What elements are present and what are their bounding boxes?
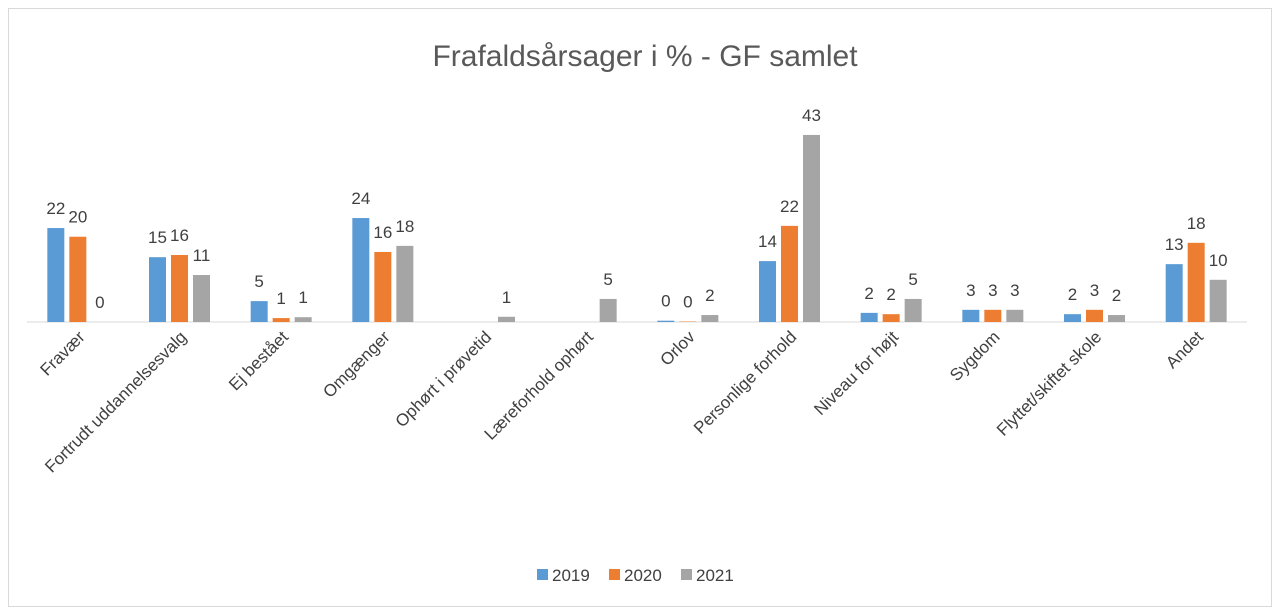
bar [149,257,166,322]
data-label: 2 [864,284,873,303]
bar [599,298,617,322]
data-label: 43 [802,106,821,125]
bar [69,236,87,322]
data-label: 10 [1209,251,1228,270]
data-label: 3 [966,281,975,300]
bar [657,320,675,322]
bar [701,315,719,322]
data-label: 0 [661,292,670,311]
bar [803,134,820,322]
data-label: 3 [1090,281,1099,300]
bar [374,251,392,322]
data-label: 14 [758,232,777,251]
data-label: 20 [68,208,87,227]
bar [984,309,1002,322]
legend-swatch [537,569,548,580]
bar [904,298,922,322]
bar [882,314,900,322]
bar [759,261,776,322]
data-label: 24 [351,189,370,208]
bar [294,317,312,322]
data-label: 16 [373,223,392,242]
bar [1209,279,1227,322]
legend-swatch [609,569,620,580]
data-label: 22 [46,199,65,218]
chart-title: Frafaldsårsager i % - GF samlet [432,40,858,73]
data-label: 2 [1112,286,1121,305]
bar [860,312,878,322]
bar [193,275,210,322]
data-label: 1 [298,288,307,307]
bar [1086,309,1103,322]
bar [396,245,414,322]
data-label: 5 [603,270,612,289]
data-label: 2 [886,285,895,304]
legend-label: 2019 [552,566,590,585]
bar [272,318,290,322]
bar [1064,314,1081,322]
data-label: 3 [1010,281,1019,300]
data-label: 11 [193,246,211,265]
data-label: 5 [254,272,263,291]
legend-label: 2021 [696,566,734,585]
bar [1165,264,1183,322]
legend-label: 2020 [624,566,662,585]
bar [171,255,188,322]
data-label: 2 [1068,285,1077,304]
bar [1187,242,1205,322]
bar [498,316,515,322]
bar [352,218,370,322]
bar [1108,315,1125,322]
data-label: 0 [95,293,104,312]
bar [47,228,65,322]
bar [250,301,268,322]
data-label: 16 [170,226,189,245]
data-label: 18 [395,217,414,236]
legend-swatch [681,569,692,580]
data-label: 1 [276,289,285,308]
data-label: 15 [148,228,167,247]
bar [1006,309,1024,322]
bar [781,225,798,322]
data-label: 3 [988,281,997,300]
data-label: 2 [705,286,714,305]
data-label: 18 [1187,214,1206,233]
data-label: 5 [908,270,917,289]
data-label: 0 [683,293,692,312]
chart-border [8,8,1272,607]
data-label: 1 [502,288,511,307]
bar [962,309,980,322]
data-label: 22 [780,197,799,216]
data-label: 13 [1165,235,1184,254]
